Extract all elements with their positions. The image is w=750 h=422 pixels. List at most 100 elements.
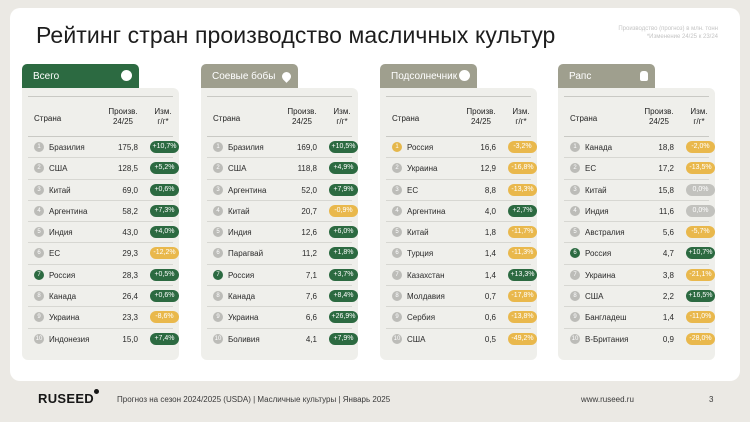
country-name: Казахстан xyxy=(407,270,445,280)
header-production: Произв. 24/25 xyxy=(283,107,321,127)
table-row: 4 Аргентина 58,2 +7,3% xyxy=(28,201,179,223)
production-value: 1,4 xyxy=(484,249,496,259)
change-badge: -12,2% xyxy=(150,247,179,260)
rank-badge: 5 xyxy=(570,227,580,238)
site-link[interactable]: www.ruseed.ru xyxy=(581,395,634,404)
panel-tab-label: Соевые бобы xyxy=(212,71,276,82)
rank-badge: 7 xyxy=(392,269,402,280)
table-row: 7 Казахстан 1,4 +13,3% xyxy=(386,265,537,287)
rank-badge: 6 xyxy=(213,248,223,259)
header-country: Страна xyxy=(570,114,598,123)
rank-badge: 10 xyxy=(570,333,580,344)
production-value: 6,6 xyxy=(305,313,317,323)
rank-badge: 5 xyxy=(213,227,223,238)
units-note-line1: Производство (прогноз) в млн. тонн xyxy=(618,26,718,32)
production-value: 5,6 xyxy=(662,228,674,238)
rank-badge: 10 xyxy=(392,333,402,344)
production-value: 7,6 xyxy=(305,292,317,302)
change-badge: +7,4% xyxy=(150,332,179,345)
header-change: Изм. г/г* xyxy=(684,107,714,127)
change-badge: +10,7% xyxy=(150,141,179,153)
country-name: Россия xyxy=(585,249,612,259)
panel-tab[interactable]: Всего xyxy=(22,64,139,88)
table-row: 8 Молдавия 0,7 -17,8% xyxy=(386,286,537,308)
header-change-line2: г/г* xyxy=(336,117,348,126)
rank-badge: 8 xyxy=(34,291,44,302)
country-name: Индия xyxy=(49,228,73,238)
production-value: 175,8 xyxy=(117,143,138,152)
country-name: Китай xyxy=(49,185,71,195)
production-value: 11,6 xyxy=(659,206,674,216)
table-row: 5 Китай 1,8 -11,7% xyxy=(386,222,537,244)
ranking-card: Страна Произв. 24/25 Изм. г/г* 1 Бразилия 169,0… xyxy=(201,88,358,360)
production-value: 58,2 xyxy=(122,206,138,216)
table-row: 8 Канада 7,6 +8,4% xyxy=(207,286,358,308)
production-value: 18,8 xyxy=(658,143,674,152)
table-row: 2 США 128,5 +5,2% xyxy=(28,158,179,180)
country-name: Россия xyxy=(407,143,434,152)
country-name: Канада xyxy=(585,143,613,152)
table-row: 5 Индия 12,6 +6,0% xyxy=(207,222,358,244)
country-name: Индия xyxy=(585,206,609,216)
table-row: 3 Китай 15,8 0,0% xyxy=(564,180,715,201)
production-value: 1,4 xyxy=(484,270,496,280)
panel-tab[interactable]: Рапс xyxy=(558,64,655,88)
country-name: Украина xyxy=(585,270,616,280)
panel-tab[interactable]: Подсолнечник xyxy=(380,64,477,88)
rank-badge: 2 xyxy=(570,163,580,174)
rank-badge: 4 xyxy=(392,205,402,216)
table-row: 2 США 118,8 +4,9% xyxy=(207,158,358,180)
change-badge: +7,9% xyxy=(329,332,358,345)
change-badge: 0,0% xyxy=(686,183,715,196)
table-row: 9 Бангладеш 1,4 -11,0% xyxy=(564,307,715,329)
rank-badge: 3 xyxy=(570,184,580,195)
country-name: Канада xyxy=(228,292,256,302)
table-row: 5 Австралия 5,6 -5,7% xyxy=(564,222,715,244)
page-title: Рейтинг стран производство масличных кул… xyxy=(36,22,556,48)
production-value: 0,6 xyxy=(484,313,496,323)
table-row: 6 Турция 1,4 -11,3% xyxy=(386,243,537,265)
production-value: 4,7 xyxy=(662,249,674,259)
country-name: Украина xyxy=(49,313,80,323)
table-row: 9 Украина 23,3 -8,6% xyxy=(28,307,179,329)
country-name: Китай xyxy=(407,228,429,238)
table-row: 10 В-Британия 0,9 -28,0% xyxy=(564,329,715,350)
change-badge: -2,0% xyxy=(686,141,715,153)
country-name: Украина xyxy=(228,313,259,323)
production-value: 17,2 xyxy=(658,164,674,174)
panel-tab-label: Подсолнечник xyxy=(391,71,458,82)
rank-badge: 3 xyxy=(392,184,402,195)
change-badge: +6,0% xyxy=(329,226,358,239)
rank-badge: 2 xyxy=(392,163,402,174)
country-name: Бразилия xyxy=(228,143,264,152)
table-row: 3 Китай 69,0 +0,6% xyxy=(28,180,179,201)
production-value: 3,8 xyxy=(662,270,674,280)
rank-badge: 8 xyxy=(392,291,402,302)
change-badge: +16,5% xyxy=(686,290,715,303)
ruseed-logo[interactable]: RUSEED xyxy=(38,391,94,406)
country-name: Аргентина xyxy=(49,206,88,216)
change-badge: -5,7% xyxy=(686,226,715,239)
country-name: Сербия xyxy=(407,313,436,323)
production-value: 0,5 xyxy=(484,334,496,344)
ranking-panel: Подсолнечник Страна Произв. 24/25 Изм. г/г* 1 Р… xyxy=(380,64,537,360)
table-row: 1 Бразилия 175,8 +10,7% xyxy=(28,137,179,159)
header-production-line1: Произв. xyxy=(287,107,317,116)
table-row: 6 Россия 4,7 +10,7% xyxy=(564,243,715,265)
country-name: Канада xyxy=(49,292,77,302)
rank-badge: 3 xyxy=(213,184,223,195)
header-production-line2: 24/25 xyxy=(112,117,134,126)
header-production-line1: Произв. xyxy=(644,107,674,116)
header-production-line2: 24/25 xyxy=(648,117,670,126)
production-value: 0,9 xyxy=(662,334,674,344)
header-change-line1: Изм. xyxy=(333,107,351,116)
change-badge: +10,7% xyxy=(686,247,715,260)
country-name: Украина xyxy=(407,164,438,174)
country-name: Китай xyxy=(228,206,250,216)
logo-registered-icon xyxy=(94,389,99,394)
change-badge: -16,8% xyxy=(508,162,537,175)
panel-tab[interactable]: Соевые бобы xyxy=(201,64,298,88)
circle-icon xyxy=(121,70,132,81)
country-name: США xyxy=(228,164,247,174)
rank-badge: 10 xyxy=(213,333,223,344)
